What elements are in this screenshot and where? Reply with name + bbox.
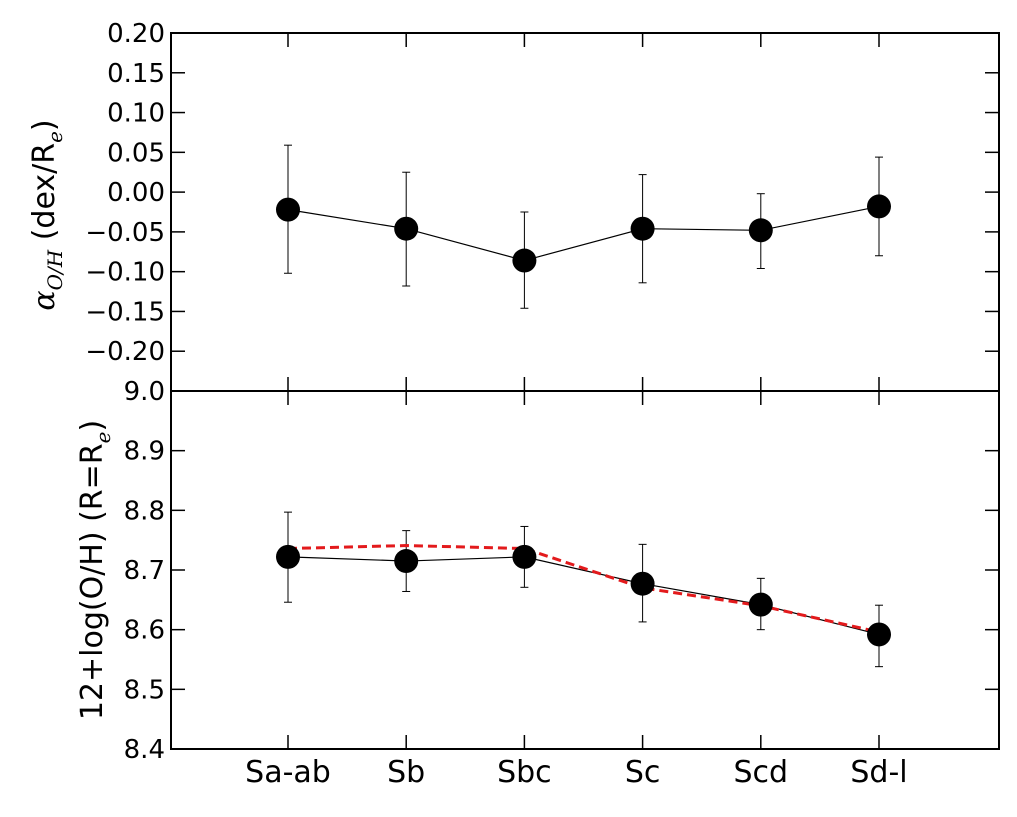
y-tick-label: −0.20 [85,337,165,367]
y-tick-label: 8.8 [124,496,165,526]
y-tick-label: 8.9 [124,437,165,467]
x-category-label: Sbc [497,755,552,790]
data-point [867,194,891,219]
x-category-label: Sa-ab [245,755,331,790]
y-tick-label: 0.15 [107,59,165,89]
bottom-panel: 9.0 8.9 8.8 8.7 8.6 8.5 8.4 Sa-ab Sb Sbc Sc Scd Sd-l [124,377,1000,790]
y-tick-label: 0.00 [107,178,165,208]
data-point [867,622,891,647]
y-tick-label: −0.05 [85,218,165,248]
y-tick-label: 8.4 [124,735,165,765]
y-tick-label: 8.7 [124,556,165,586]
data-point [394,549,419,574]
series-line [287,556,880,636]
top-y-axis-label: αO/H (dex/Re) [27,119,67,310]
series-line [287,205,880,262]
data-point [748,218,773,243]
data-point [630,216,655,241]
y-tick-label: 0.20 [107,19,165,49]
y-tick-label: 0.05 [107,138,165,168]
bottom-y-axis-label: 12+log(O/H) (R=Re) [75,420,115,720]
y-tick-label: 0.10 [107,99,165,129]
y-tick-label: 8.6 [124,616,165,646]
data-point [512,544,537,569]
y-tick-label: 8.5 [124,675,165,705]
x-category-label: Sc [625,755,661,790]
data-point [630,571,655,596]
data-point [512,248,537,273]
top-panel: 0.20 0.15 0.10 0.05 0.00 −0.05 −0.10 −0.15 −0.20 [85,19,1000,392]
x-category-label: Scd [734,755,789,790]
x-category-label: Sd-l [850,755,907,790]
x-category-label: Sb [387,755,425,790]
data-point [276,544,300,569]
data-point [394,216,419,241]
y-tick-label: −0.15 [85,297,165,327]
series-line-dashed [287,544,880,634]
data-point [276,197,300,222]
data-point [748,592,773,617]
y-tick-label: −0.10 [85,258,165,288]
y-tick-label: 9.0 [124,377,165,407]
